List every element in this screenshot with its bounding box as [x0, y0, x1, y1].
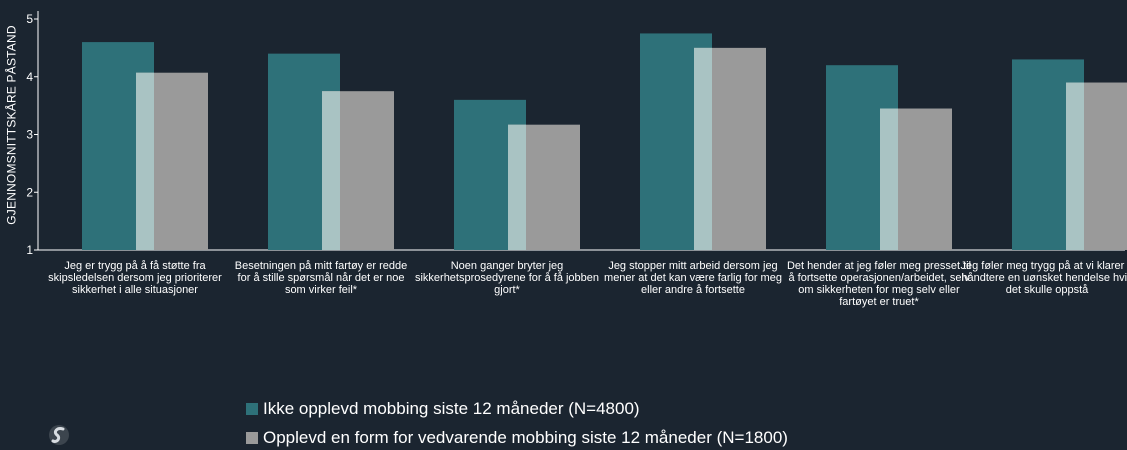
y-tick-label-1: 1 — [26, 243, 33, 257]
category-label-3: Noen ganger bryter jeg sikkerhetsprosedy… — [414, 260, 600, 296]
legend-swatch-series-2 — [246, 432, 258, 444]
legend-item-series-1: Ikke opplevd mobbing siste 12 måneder (N… — [246, 399, 640, 419]
y-tick-label-4: 4 — [26, 70, 33, 84]
bar-overlap-3 — [508, 124, 526, 250]
bar-overlap-1 — [136, 72, 154, 251]
legend-label-series-2: Opplevd en form for vedvarende mobbing s… — [263, 428, 788, 447]
bar-overlap-6 — [1066, 82, 1084, 251]
category-label-5: Det hender at jeg føler meg presset til … — [786, 260, 972, 308]
legend-item-series-2: Opplevd en form for vedvarende mobbing s… — [246, 428, 788, 448]
y-tick-label-3: 3 — [26, 128, 33, 142]
category-label-1: Jeg er trygg på å få støtte fra skipsled… — [48, 260, 222, 296]
y-tick-label-5: 5 — [26, 12, 33, 26]
bar-overlap-2 — [322, 91, 340, 250]
legend-swatch-series-1 — [246, 403, 258, 415]
category-label-4: Jeg stopper mitt arbeid dersom jeg mener… — [604, 260, 782, 296]
bar-overlap-5 — [880, 108, 898, 250]
bar-overlap-4 — [694, 47, 712, 250]
y-axis-title: GJENNOMSNITTSKÅRE PÅSTAND — [5, 25, 19, 225]
category-label-6: Jeg føler meg trygg på at vi klarer å hå… — [960, 260, 1127, 296]
y-tick-label-2: 2 — [26, 185, 33, 199]
y-axis-title-wrap: GJENNOMSNITTSKÅRE PÅSTAND — [2, 0, 22, 250]
logo-icon — [49, 425, 69, 445]
category-label-2: Besetningen på mitt fartøy er redde for … — [234, 260, 408, 296]
legend-label-series-1: Ikke opplevd mobbing siste 12 måneder (N… — [263, 399, 640, 418]
